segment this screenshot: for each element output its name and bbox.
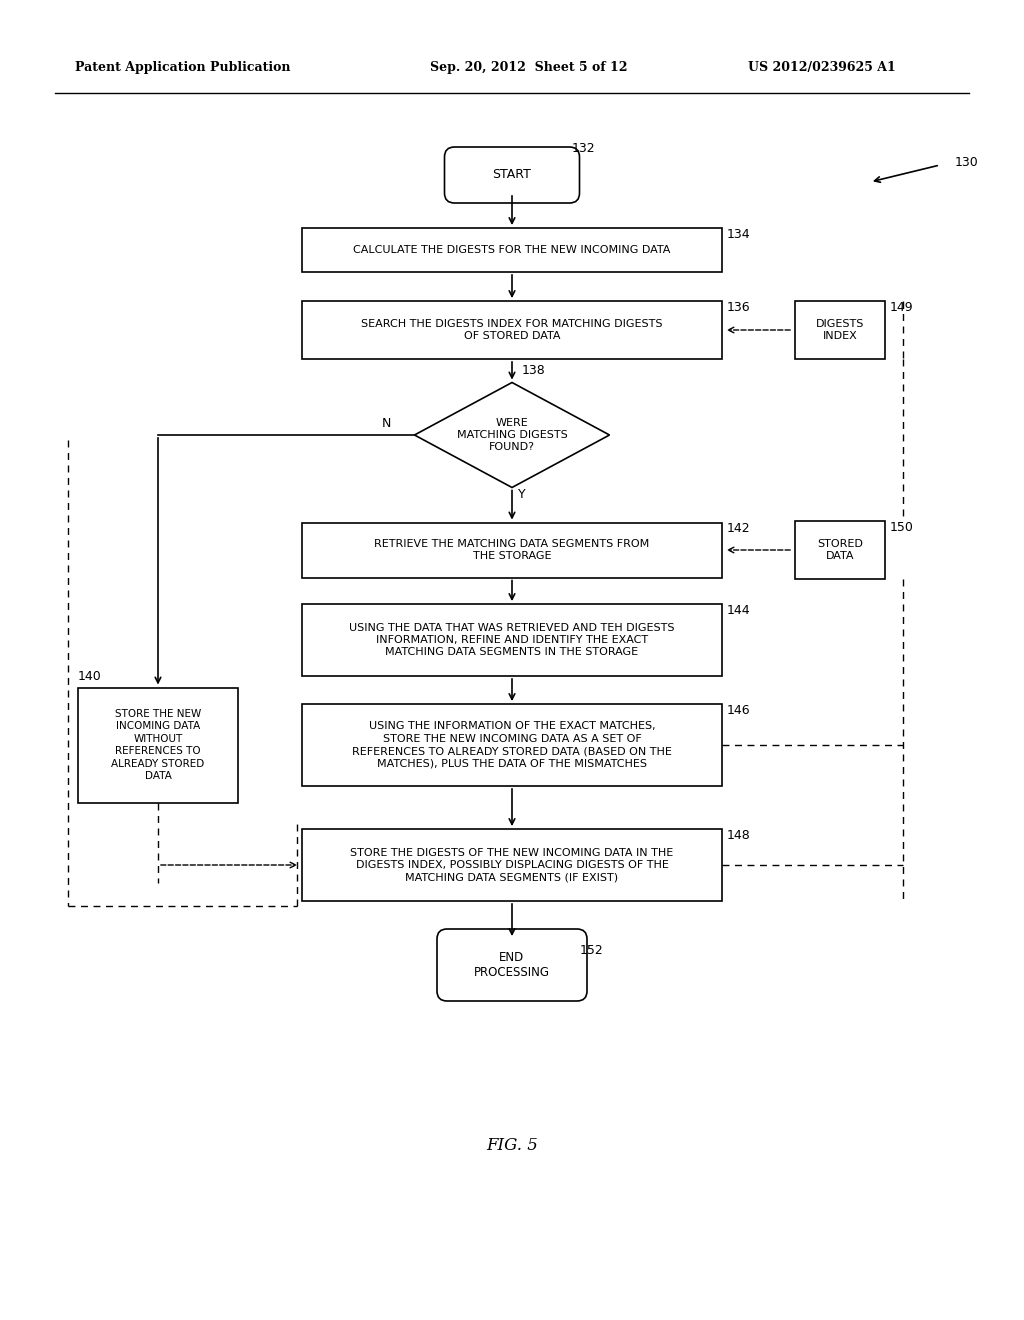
Bar	[302, 829, 722, 902]
Text: 150: 150	[890, 521, 913, 535]
Text: 138: 138	[522, 364, 546, 378]
Text: 146: 146	[727, 704, 751, 717]
Text: STORED
DATA: STORED DATA	[817, 539, 863, 561]
Text: 149: 149	[890, 301, 913, 314]
Text: 134: 134	[727, 228, 751, 242]
Text: CALCULATE THE DIGESTS FOR THE NEW INCOMING DATA: CALCULATE THE DIGESTS FOR THE NEW INCOMI…	[353, 246, 671, 255]
Polygon shape	[415, 383, 609, 487]
Bar	[302, 301, 722, 359]
Text: US 2012/0239625 A1: US 2012/0239625 A1	[748, 62, 895, 74]
Text: N: N	[382, 417, 391, 430]
Text: Sep. 20, 2012  Sheet 5 of 12: Sep. 20, 2012 Sheet 5 of 12	[430, 62, 628, 74]
Text: 142: 142	[727, 523, 751, 536]
Text: FIG. 5: FIG. 5	[486, 1137, 538, 1154]
Bar	[302, 228, 722, 272]
Bar	[795, 301, 885, 359]
Text: Patent Application Publication: Patent Application Publication	[75, 62, 291, 74]
Bar	[302, 605, 722, 676]
Text: RETRIEVE THE MATCHING DATA SEGMENTS FROM
THE STORAGE: RETRIEVE THE MATCHING DATA SEGMENTS FROM…	[375, 539, 649, 561]
Bar	[795, 521, 885, 579]
Text: START: START	[493, 169, 531, 181]
FancyBboxPatch shape	[437, 929, 587, 1001]
Text: 136: 136	[727, 301, 751, 314]
Text: SEARCH THE DIGESTS INDEX FOR MATCHING DIGESTS
OF STORED DATA: SEARCH THE DIGESTS INDEX FOR MATCHING DI…	[361, 319, 663, 341]
Text: STORE THE DIGESTS OF THE NEW INCOMING DATA IN THE
DIGESTS INDEX, POSSIBLY DISPLA: STORE THE DIGESTS OF THE NEW INCOMING DA…	[350, 847, 674, 882]
Bar	[78, 688, 238, 803]
Text: 130: 130	[955, 156, 979, 169]
Text: WERE
MATCHING DIGESTS
FOUND?: WERE MATCHING DIGESTS FOUND?	[457, 417, 567, 453]
Text: USING THE INFORMATION OF THE EXACT MATCHES,
STORE THE NEW INCOMING DATA AS A SET: USING THE INFORMATION OF THE EXACT MATCH…	[352, 722, 672, 768]
Text: USING THE DATA THAT WAS RETRIEVED AND TEH DIGESTS
INFORMATION, REFINE AND IDENTI: USING THE DATA THAT WAS RETRIEVED AND TE…	[349, 623, 675, 657]
Text: DIGESTS
INDEX: DIGESTS INDEX	[816, 319, 864, 341]
Text: STORE THE NEW
INCOMING DATA
WITHOUT
REFERENCES TO
ALREADY STORED
DATA: STORE THE NEW INCOMING DATA WITHOUT REFE…	[112, 709, 205, 781]
Text: 132: 132	[572, 143, 596, 154]
Text: Y: Y	[518, 488, 525, 502]
Text: 140: 140	[78, 669, 101, 682]
FancyBboxPatch shape	[444, 147, 580, 203]
Text: 152: 152	[580, 944, 604, 957]
Text: 144: 144	[727, 605, 751, 616]
Bar	[302, 523, 722, 578]
Text: 148: 148	[727, 829, 751, 842]
Text: END
PROCESSING: END PROCESSING	[474, 950, 550, 979]
Bar	[302, 704, 722, 785]
